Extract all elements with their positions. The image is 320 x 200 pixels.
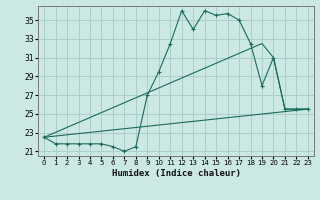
X-axis label: Humidex (Indice chaleur): Humidex (Indice chaleur) (111, 169, 241, 178)
